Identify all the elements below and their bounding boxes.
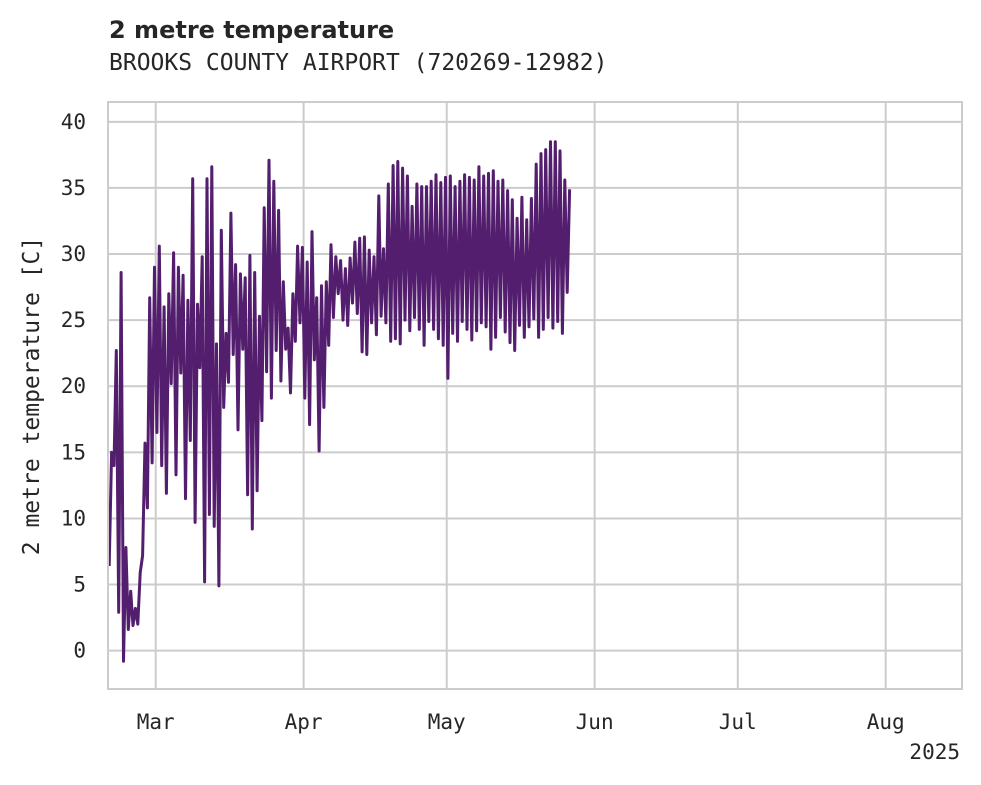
- chart-title: 2 metre temperature: [109, 16, 395, 44]
- x-tick-label: Jul: [719, 710, 757, 734]
- y-tick-label: 35: [61, 176, 86, 200]
- y-tick-label: 25: [61, 308, 86, 332]
- x-tick-label: Jun: [576, 710, 614, 734]
- x-tick-label: Aug: [867, 710, 905, 734]
- y-ticks: 0 5 10 15 20 25 30 35 40: [61, 110, 86, 663]
- y-tick-label: 20: [61, 374, 86, 398]
- x-tick-label: Apr: [285, 710, 323, 734]
- y-tick-label: 10: [61, 506, 86, 530]
- series-layer: [107, 140, 572, 663]
- x-tick-label: Mar: [137, 710, 175, 734]
- y-tick-label: 0: [73, 639, 86, 663]
- y-tick-label: 15: [61, 440, 86, 464]
- y-axis-label: 2 metre temperature [C]: [19, 237, 45, 556]
- chart-subtitle: BROOKS COUNTY AIRPORT (720269-12982): [109, 50, 608, 76]
- plot-frame: [107, 101, 963, 690]
- x-ticks: Mar Apr May Jun Jul Aug: [137, 710, 905, 734]
- y-tick-label: 30: [61, 242, 86, 266]
- series-line: [107, 140, 572, 663]
- x-year-label: 2025: [909, 740, 960, 764]
- y-tick-label: 5: [73, 573, 86, 597]
- x-tick-label: May: [428, 710, 466, 734]
- y-tick-label: 40: [61, 110, 86, 134]
